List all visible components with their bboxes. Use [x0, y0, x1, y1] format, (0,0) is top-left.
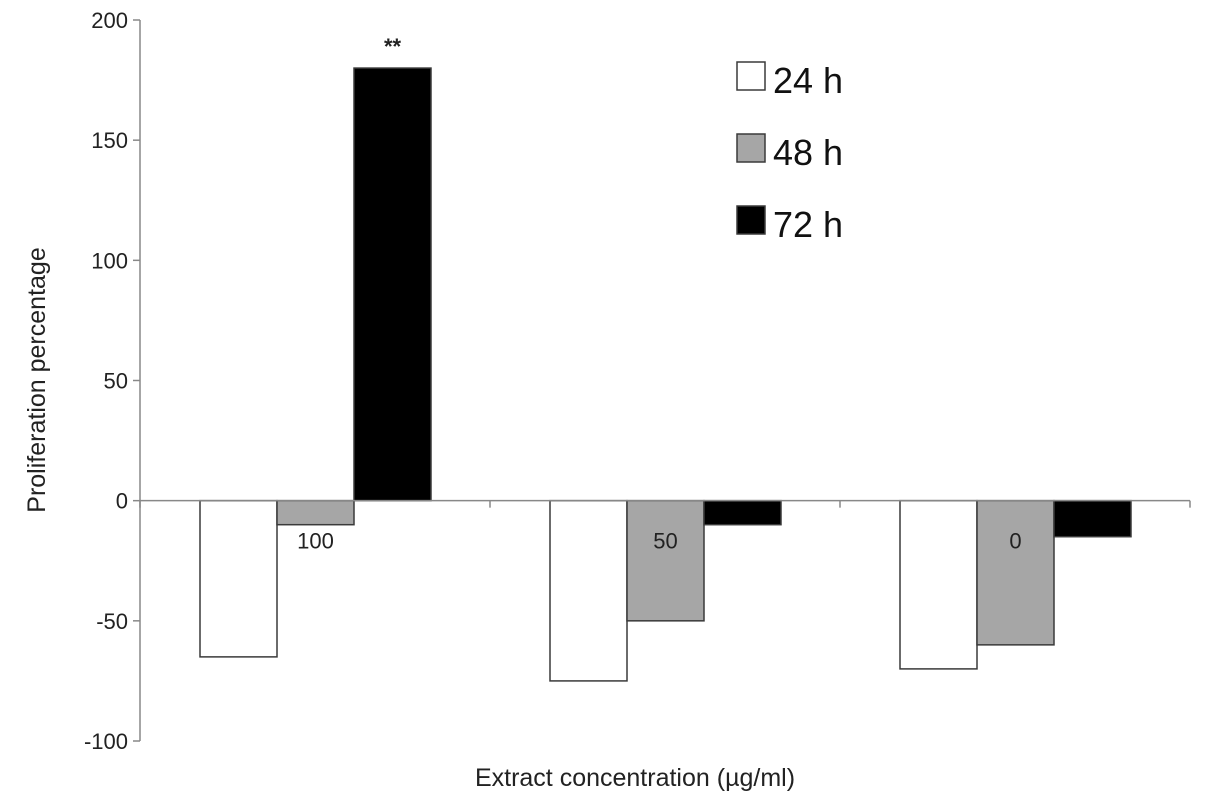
bar-48h-cat-50 [626, 499, 705, 622]
legend-swatch [736, 61, 766, 91]
y-tick-label: 200 [91, 8, 128, 33]
bar-24h-cat-100 [199, 499, 278, 658]
legend-swatch [736, 205, 766, 235]
y-axis-title: Proliferation percentage [23, 247, 51, 512]
legend-swatch [736, 133, 766, 163]
x-axis-title: Extract concentration (µg/ml) [475, 764, 795, 792]
y-tick-label: 0 [116, 489, 128, 514]
bars-layer [199, 67, 1132, 682]
y-tick-label: -50 [96, 609, 128, 634]
category-label: 0 [1009, 529, 1021, 554]
bar-72h-cat-0 [1053, 499, 1132, 538]
y-tick-label: 50 [104, 369, 128, 394]
legend: 24 h 48 h 72 h [736, 60, 843, 245]
legend-label: 48 h [773, 132, 843, 173]
bar-48h-cat-100 [276, 499, 355, 526]
legend-label: 72 h [773, 204, 843, 245]
bar-24h-cat-50 [549, 499, 628, 682]
bar-24h-cat-0 [899, 499, 978, 670]
significance-annotation: ** [384, 34, 402, 59]
y-tick-label: 100 [91, 248, 128, 273]
bar-72h-cat-50 [703, 499, 782, 526]
axes-layer [133, 19, 1191, 742]
bar-72h-cat-100 [353, 67, 432, 502]
category-label: 50 [653, 529, 677, 554]
y-tick-label: -100 [84, 729, 128, 754]
legend-label: 24 h [773, 60, 843, 101]
y-tick-label: 150 [91, 128, 128, 153]
labels-layer: -100 -50 0 50 100 150 200 100 50 0 ** [84, 8, 1022, 754]
bar-48h-cat-0 [976, 499, 1055, 646]
category-label: 100 [297, 529, 334, 554]
